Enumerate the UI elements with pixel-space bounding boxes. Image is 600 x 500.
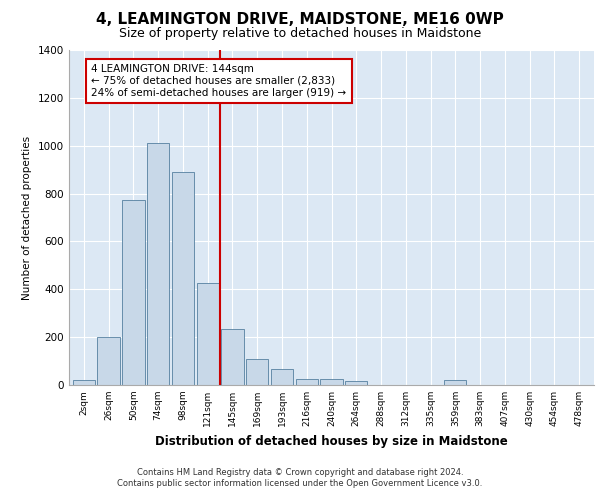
- Bar: [122, 200, 145, 385]
- Text: Size of property relative to detached houses in Maidstone: Size of property relative to detached ho…: [119, 28, 481, 40]
- Bar: [97, 337, 120, 385]
- Bar: [271, 370, 293, 385]
- Bar: [197, 284, 219, 385]
- Bar: [172, 172, 194, 385]
- Y-axis label: Number of detached properties: Number of detached properties: [22, 136, 32, 300]
- Bar: [320, 379, 343, 385]
- Text: Contains HM Land Registry data © Crown copyright and database right 2024.
Contai: Contains HM Land Registry data © Crown c…: [118, 468, 482, 487]
- Bar: [296, 379, 318, 385]
- Bar: [73, 380, 95, 385]
- Bar: [147, 144, 169, 385]
- Text: 4 LEAMINGTON DRIVE: 144sqm
← 75% of detached houses are smaller (2,833)
24% of s: 4 LEAMINGTON DRIVE: 144sqm ← 75% of deta…: [91, 64, 346, 98]
- X-axis label: Distribution of detached houses by size in Maidstone: Distribution of detached houses by size …: [155, 434, 508, 448]
- Bar: [246, 358, 268, 385]
- Bar: [221, 329, 244, 385]
- Bar: [444, 380, 466, 385]
- Text: 4, LEAMINGTON DRIVE, MAIDSTONE, ME16 0WP: 4, LEAMINGTON DRIVE, MAIDSTONE, ME16 0WP: [96, 12, 504, 28]
- Bar: [345, 382, 367, 385]
